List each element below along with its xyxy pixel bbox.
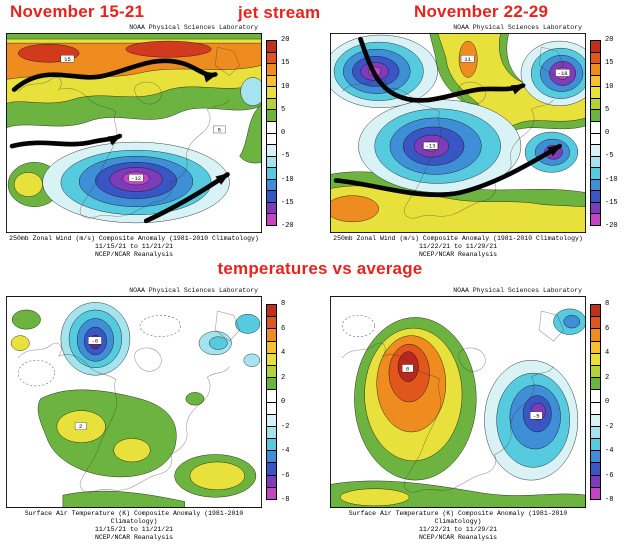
contour-label: 2 (79, 423, 83, 430)
caption-title: Surface Air Temperature (K) Composite An… (24, 510, 244, 526)
caption-source: NCEP/NCAR Reanalysis (94, 534, 173, 542)
jet-stream-arrow (9, 133, 123, 149)
map-temp-nov15-21: -6 2 (6, 296, 262, 508)
map-caption: 250mb Zonal Wind (m/s) Composite Anomaly… (6, 235, 262, 259)
jet-stream-arrow (358, 36, 526, 103)
map-caption: Surface Air Temperature (K) Composite An… (6, 510, 262, 543)
caption-source: NCEP/NCAR Reanalysis (418, 534, 497, 542)
caption-title: 250mb Zonal Wind (m/s) Composite Anomaly… (9, 235, 259, 242)
map-wind-nov15-21: 15 -12 5 (6, 33, 262, 233)
bottom-band (330, 480, 586, 508)
coastlines (17, 310, 240, 493)
arctic-cold-patch (553, 308, 586, 335)
colorbar-temp-1 (266, 304, 277, 500)
panel-wind-nov15-21: NOAA Physical Sciences Laboratory (6, 24, 303, 259)
colorbar-wind-1 (266, 40, 277, 226)
contour-label: -13 (426, 143, 436, 150)
panel-wind-nov22-29: NOAA Physical Sciences Laboratory (330, 24, 627, 259)
map-caption: Surface Air Temperature (K) Composite An… (330, 510, 586, 543)
colorbar-ticks-wind-1: 20 15 10 5 0 -5 -10 -15 -20 (281, 36, 294, 230)
map-wind-nov22-29: 11 -13 -18 (330, 33, 586, 233)
coastlines (17, 46, 240, 219)
contour-label: 6 (406, 365, 410, 372)
jet-stream-arrow (11, 58, 219, 92)
us-warm-region (37, 389, 177, 478)
noaa-psl-header: NOAA Physical Sciences Laboratory (453, 24, 582, 31)
misc-patches (62, 392, 257, 508)
contour-label: -12 (131, 175, 141, 182)
contour-label: -6 (92, 337, 99, 344)
west-warm-blob (354, 317, 477, 481)
caption-dates: 11/22/21 to 11/29/21 (418, 243, 497, 251)
caption-source: NCEP/NCAR Reanalysis (418, 251, 497, 259)
contour-label: -5 (533, 412, 540, 419)
bottom-warm-band (330, 171, 586, 233)
caption-title: Surface Air Temperature (K) Composite An… (348, 510, 568, 526)
negative-anomaly-blob (42, 141, 230, 224)
noaa-psl-header: NOAA Physical Sciences Laboratory (453, 287, 582, 294)
contour-label: 11 (464, 56, 471, 63)
colorbar-temp-2 (590, 304, 601, 500)
colorbar-ticks-temp-1: 8 6 4 2 0 -2 -4 -6 -8 (281, 300, 290, 504)
east-cold-blob (484, 360, 579, 481)
jet-stream-arrow (333, 143, 563, 198)
caption-dates: 11/15/21 to 11/21/21 (94, 243, 173, 251)
contour-label: -18 (558, 70, 568, 77)
label-temperatures-vs-average: temperatures vs average (217, 259, 423, 278)
caption-source: NCEP/NCAR Reanalysis (94, 251, 173, 259)
caption-dates: 11/15/21 to 11/21/21 (94, 526, 173, 534)
panel-temp-nov22-29: NOAA Physical Sciences Laboratory (330, 287, 627, 543)
colorbar-ticks-wind-2: 20 15 10 5 0 -5 -10 -15 -20 (605, 36, 618, 230)
map-caption: 250mb Zonal Wind (m/s) Composite Anomaly… (330, 235, 586, 259)
colorbar-wind-2 (590, 40, 601, 226)
contour-label: 5 (218, 126, 221, 133)
panel-temp-nov15-21: NOAA Physical Sciences Laboratory (6, 287, 303, 543)
noaa-psl-header: NOAA Physical Sciences Laboratory (129, 24, 258, 31)
colorbar-ticks-temp-2: 8 6 4 2 0 -2 -4 -6 -8 (605, 300, 614, 504)
dashed-contours (17, 315, 181, 387)
coastlines (341, 310, 564, 493)
map-temp-nov22-29: 6 -5 (330, 296, 586, 508)
label-november-15-21: November 15-21 (10, 2, 145, 21)
dashed-contours (341, 315, 375, 337)
label-november-22-29: November 22-29 (414, 2, 549, 21)
jet-stream-arrows (333, 36, 563, 198)
jet-stream-arrow (143, 172, 230, 224)
caption-dates: 11/22/21 to 11/29/21 (418, 526, 497, 534)
caption-title: 250mb Zonal Wind (m/s) Composite Anomaly… (333, 235, 583, 242)
noaa-psl-header: NOAA Physical Sciences Laboratory (129, 287, 258, 294)
contour-label: 15 (64, 56, 71, 63)
atlantic-cold-patches (198, 313, 261, 367)
label-jet-stream: jet stream (238, 3, 321, 22)
jet-stream-arrows (9, 58, 230, 224)
alaska-negative-blob (330, 34, 438, 108)
pacific-patches (10, 309, 41, 351)
